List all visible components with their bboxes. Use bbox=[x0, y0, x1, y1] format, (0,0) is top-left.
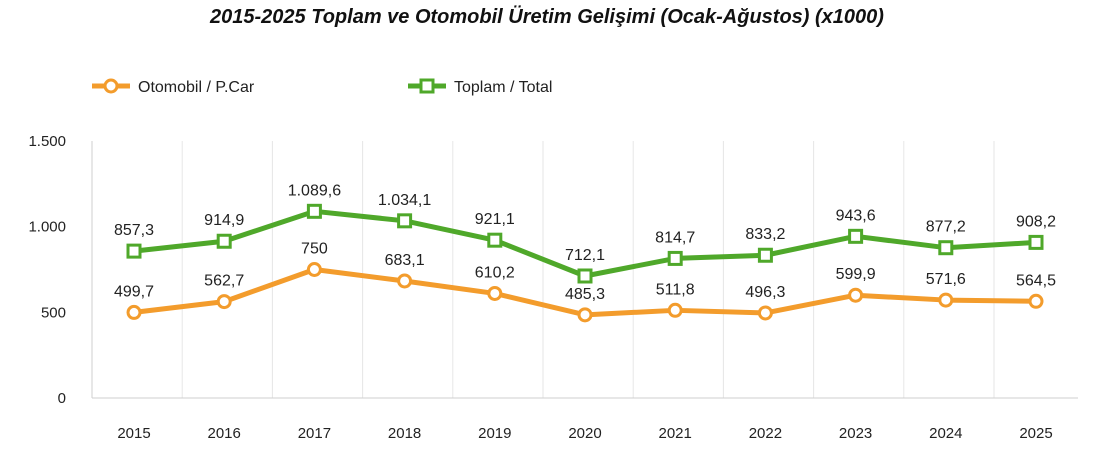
data-point bbox=[487, 285, 503, 301]
data-point bbox=[757, 247, 773, 263]
data-point bbox=[667, 250, 683, 266]
data-label: 485,3 bbox=[565, 286, 605, 303]
data-point bbox=[757, 305, 773, 321]
legend-marker bbox=[103, 78, 119, 94]
data-label: 750 bbox=[301, 241, 328, 258]
data-label: 683,1 bbox=[385, 252, 425, 269]
data-label: 499,7 bbox=[114, 283, 154, 300]
x-tick-label: 2018 bbox=[388, 425, 421, 442]
data-point bbox=[126, 243, 142, 259]
data-point bbox=[397, 273, 413, 289]
x-tick-label: 2023 bbox=[839, 425, 872, 442]
data-label: 908,2 bbox=[1016, 213, 1056, 230]
series bbox=[126, 203, 1044, 323]
data-point bbox=[216, 233, 232, 249]
data-label: 921,1 bbox=[475, 211, 515, 228]
x-tick-label: 2022 bbox=[749, 425, 782, 442]
legend-label: Toplam / Total bbox=[454, 79, 552, 96]
data-label: 564,5 bbox=[1016, 272, 1056, 289]
x-tick-label: 2021 bbox=[659, 425, 692, 442]
data-label: 1.034,1 bbox=[378, 192, 431, 209]
data-point bbox=[306, 203, 322, 219]
data-point bbox=[1028, 293, 1044, 309]
legend: Otomobil / P.Car Toplam / Total bbox=[92, 78, 552, 96]
data-point bbox=[487, 232, 503, 248]
data-label: 877,2 bbox=[926, 219, 966, 236]
data-point bbox=[938, 292, 954, 308]
data-point bbox=[216, 294, 232, 310]
x-tick-label: 2015 bbox=[117, 425, 150, 442]
data-label: 857,3 bbox=[114, 222, 154, 239]
data-label: 833,2 bbox=[745, 226, 785, 243]
data-labels: 499,7 562,7 750 683,1 610,2 485,3 511,8 496,3 59… bbox=[114, 182, 1056, 303]
axes: 0 500 1.000 1.500 2015 2016 2017 2018 2019 2020 20… bbox=[28, 133, 1078, 442]
data-label: 599,9 bbox=[836, 266, 876, 283]
data-point bbox=[667, 302, 683, 318]
data-point bbox=[126, 304, 142, 320]
data-label: 496,3 bbox=[745, 284, 785, 301]
data-point bbox=[848, 228, 864, 244]
data-point bbox=[938, 240, 954, 256]
legend-label: Otomobil / P.Car bbox=[138, 79, 255, 96]
data-label: 571,6 bbox=[926, 271, 966, 288]
data-point bbox=[848, 287, 864, 303]
x-tick-label: 2017 bbox=[298, 425, 331, 442]
legend-marker bbox=[419, 78, 435, 94]
data-label: 814,7 bbox=[655, 229, 695, 246]
data-label: 610,2 bbox=[475, 264, 515, 281]
data-label: 712,1 bbox=[565, 247, 605, 264]
data-label: 562,7 bbox=[204, 273, 244, 290]
y-tick-label: 1.500 bbox=[28, 133, 66, 150]
x-tick-label: 2024 bbox=[929, 425, 962, 442]
data-label: 511,8 bbox=[656, 281, 695, 298]
data-point bbox=[577, 268, 593, 284]
data-label: 914,9 bbox=[204, 212, 244, 229]
series-line bbox=[133, 208, 1037, 279]
data-label: 943,6 bbox=[836, 207, 876, 224]
data-point bbox=[397, 213, 413, 229]
x-tick-label: 2020 bbox=[568, 425, 601, 442]
x-tick-label: 2019 bbox=[478, 425, 511, 442]
chart-title: 2015-2025 Toplam ve Otomobil Üretim Geli… bbox=[210, 6, 884, 28]
data-label: 1.089,6 bbox=[288, 182, 341, 199]
x-tick-label: 2025 bbox=[1019, 425, 1052, 442]
data-point bbox=[306, 262, 322, 277]
y-tick-label: 0 bbox=[58, 390, 66, 407]
data-point bbox=[577, 307, 593, 323]
x-tick-label: 2016 bbox=[208, 425, 241, 442]
y-tick-label: 500 bbox=[41, 304, 66, 321]
data-point bbox=[1028, 234, 1044, 250]
y-tick-label: 1.000 bbox=[28, 219, 66, 236]
